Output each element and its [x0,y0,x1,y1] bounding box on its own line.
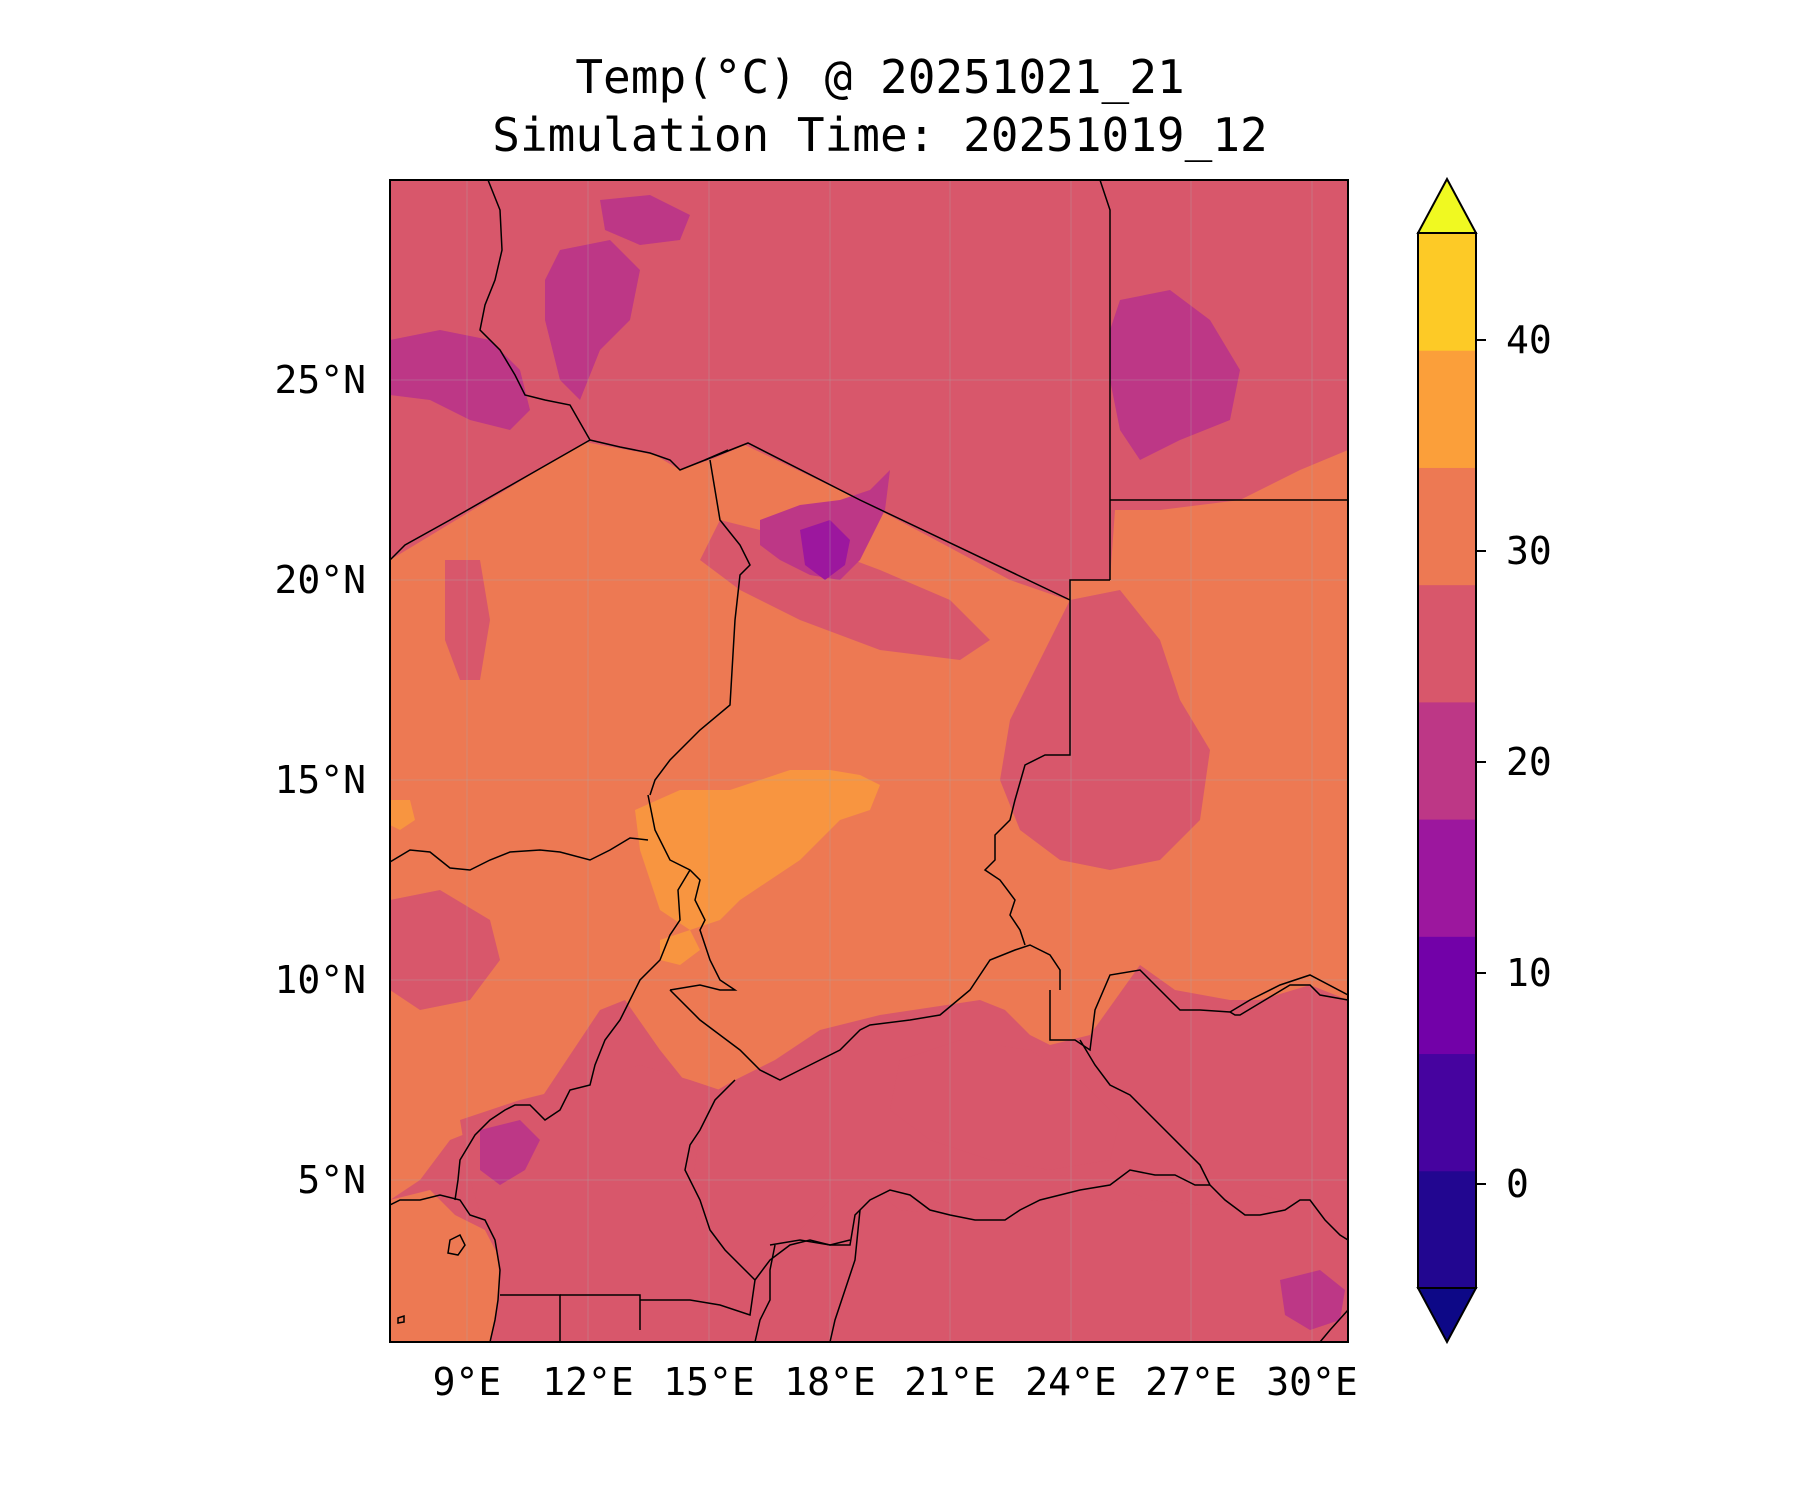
colorbar-band [1418,467,1476,586]
latitude-labels: 25°N 20°N 15°N 10°N 5°N [274,358,366,1202]
cold-patch-libya-north [600,195,690,245]
lon-label-30: 30°E [1266,1360,1358,1404]
border-south-sudan-sudan [1229,974,1348,1013]
cool-patch-car [890,1040,1120,1170]
border-car-south-sudan [1049,969,1348,1052]
lon-label-9: 9°E [433,1360,502,1404]
border-car-cameroon [684,1079,756,1281]
border-chad-sudan [983,600,1071,946]
lon-label-21: 21°E [904,1360,996,1404]
colorbar-band [1418,350,1476,468]
cold-patch-cameroon [480,1120,540,1185]
longitude-labels: 9°E 12°E 15°E 18°E 21°E 24°E 27°E 30°E [433,1360,1358,1404]
warm-zone-southwest [390,1190,500,1342]
colorbar-band [1418,936,1476,1055]
colorbar-band [1418,701,1476,820]
country-borders [390,180,1348,1342]
colorbar-ticks [1476,339,1486,1185]
border-cameroon-congo [640,1279,756,1316]
colorbar-label-40: 40 [1506,318,1552,362]
hot-patch-lake-chad [635,770,880,930]
island-small [397,1314,405,1324]
border-drc-car-south [769,1239,851,1246]
colorbar-band [1418,819,1476,937]
border-nigeria-niger [390,837,649,871]
lon-label-24: 24°E [1025,1360,1117,1404]
colorbar-frame [1417,232,1477,1289]
lat-label-10: 10°N [274,958,366,1002]
border-cameroon-eqguinea [560,1294,641,1330]
lon-label-15: 15°E [663,1360,755,1404]
border-east-drc [1319,1309,1348,1342]
border-libya-sudan [1069,579,1110,600]
border-algeria-niger [390,439,591,561]
very-cold-patch-tibesti [800,520,850,580]
title-line-2: Simulation Time: 20251019_12 [492,108,1268,162]
title-line-1: Temp(°C) @ 20251021_21 [575,50,1185,104]
border-algeria-libya [479,180,591,441]
border-chad-car [669,944,1061,1081]
temperature-field [390,180,1348,1342]
colorbar-label-0: 0 [1506,1162,1529,1206]
colorbar-bands [1416,176,1478,1345]
lon-label-12: 12°E [542,1360,634,1404]
cold-patch-libya-west [545,240,640,400]
colorbar-label-20: 20 [1506,740,1552,784]
cool-patch-sudan [1000,590,1210,870]
cold-patch-egypt [1110,290,1240,460]
lat-label-5: 5°N [297,1158,366,1202]
lon-label-27: 27°E [1145,1360,1237,1404]
border-congo-drc [829,1209,861,1342]
cool-patch-chad-north [700,520,990,660]
gridlines [390,180,1348,1342]
cool-patch-nigeria [390,890,500,1010]
colorbar-band [1418,1170,1476,1289]
hot-patch-a [390,800,415,830]
coastline-west [390,1194,501,1342]
colorbar-label-10: 10 [1506,951,1552,995]
colorbar-band [1418,584,1476,703]
colorbar: 40 30 20 10 0 [1416,176,1552,1345]
border-chad-cameroon [647,794,738,991]
border-libya-egypt [1099,180,1111,580]
border-car-drc [1079,1039,1211,1186]
island-bioko [447,1233,466,1256]
colorbar-label-30: 30 [1506,529,1552,573]
border-drc-south-sudan [1209,1184,1348,1241]
lat-label-15: 15°N [274,758,366,802]
lat-label-25: 25°N [274,358,366,402]
colorbar-band [1418,1053,1476,1172]
cold-patch-algeria [390,330,530,430]
hot-patch-b [660,930,700,965]
cool-patch-niger [445,560,490,680]
map-frame [389,179,1349,1343]
cool-zone-south [460,1065,1348,1342]
chart-title: Temp(°C) @ 20251021_21 Simulation Time: … [0,48,1760,164]
colorbar-extend-low [1416,1287,1478,1345]
colorbar-extend-high [1416,176,1478,234]
border-niger-chad [649,459,751,796]
border-nigeria-cameroon [454,869,691,1201]
cold-patch-drc [1280,1270,1345,1330]
border-libya-chad [704,442,1071,601]
lat-label-20: 20°N [274,558,366,602]
border-congo-gabon [754,1244,776,1342]
lon-label-18: 18°E [784,1360,876,1404]
colorbar-band [1418,233,1476,351]
